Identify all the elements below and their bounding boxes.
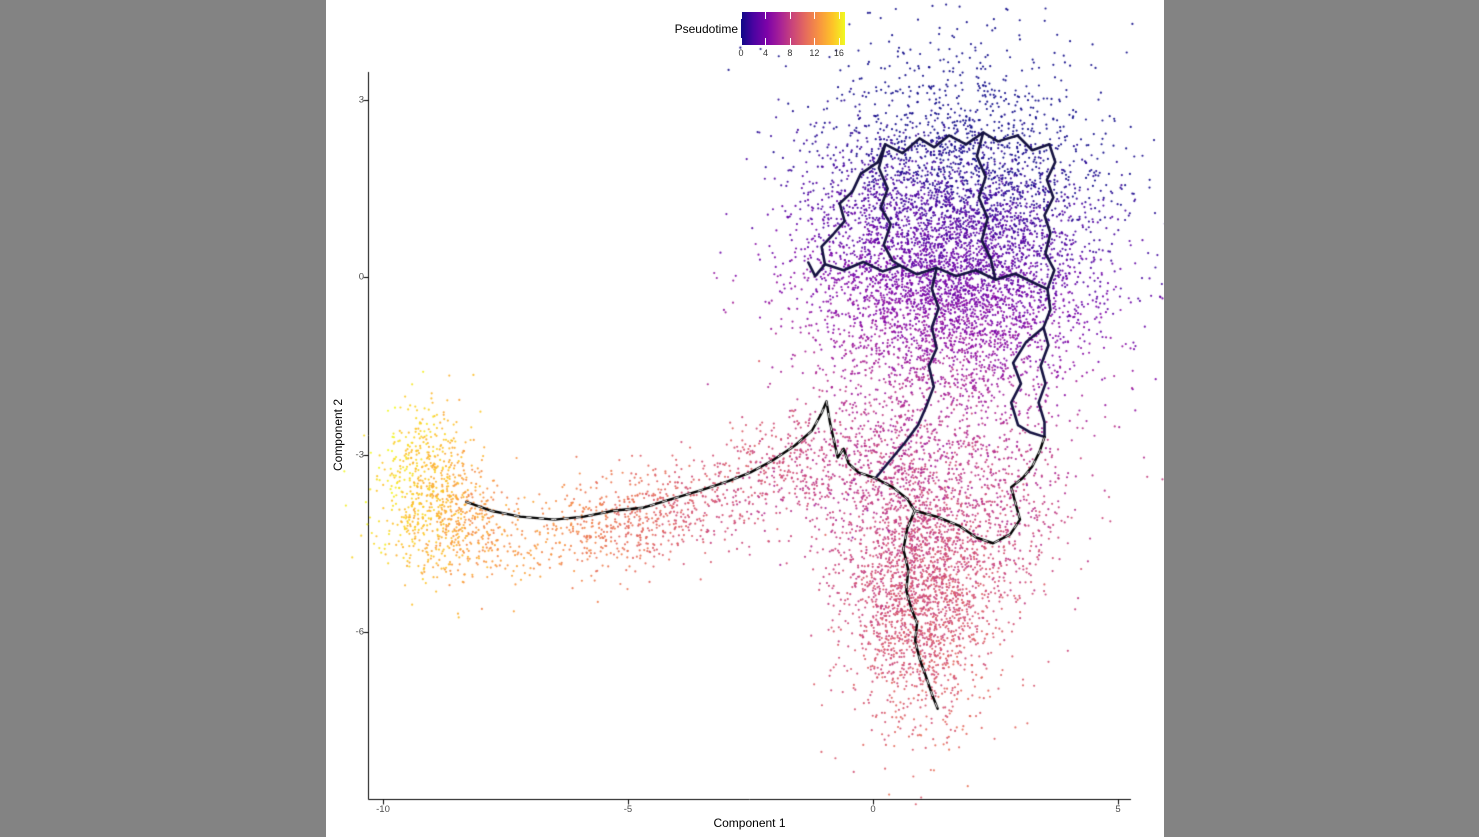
colorbar-tick (741, 12, 742, 19)
colorbar-tick (838, 12, 840, 19)
colorbar-tick (814, 38, 816, 45)
colorbar-tick (765, 38, 767, 45)
y-axis-title: Component 2 (331, 398, 345, 472)
trajectory-scatter-canvas (326, 0, 1164, 837)
colorbar-tick (789, 12, 791, 19)
pseudotime-colorbar (741, 12, 845, 45)
colorbar-tick (789, 38, 791, 45)
colorbar-tick (765, 12, 767, 19)
legend-title: Pseudotime (674, 22, 738, 36)
x-axis-title: Component 1 (713, 816, 786, 830)
colorbar-tick (741, 38, 742, 45)
colorbar-tick (814, 12, 816, 19)
colorbar-tick (838, 38, 840, 45)
pseudotime-trajectory-plot: Pseudotime -10 -5 0 5 3 0 -3 -6 0 4 8 12 16 Componen… (326, 0, 1164, 837)
